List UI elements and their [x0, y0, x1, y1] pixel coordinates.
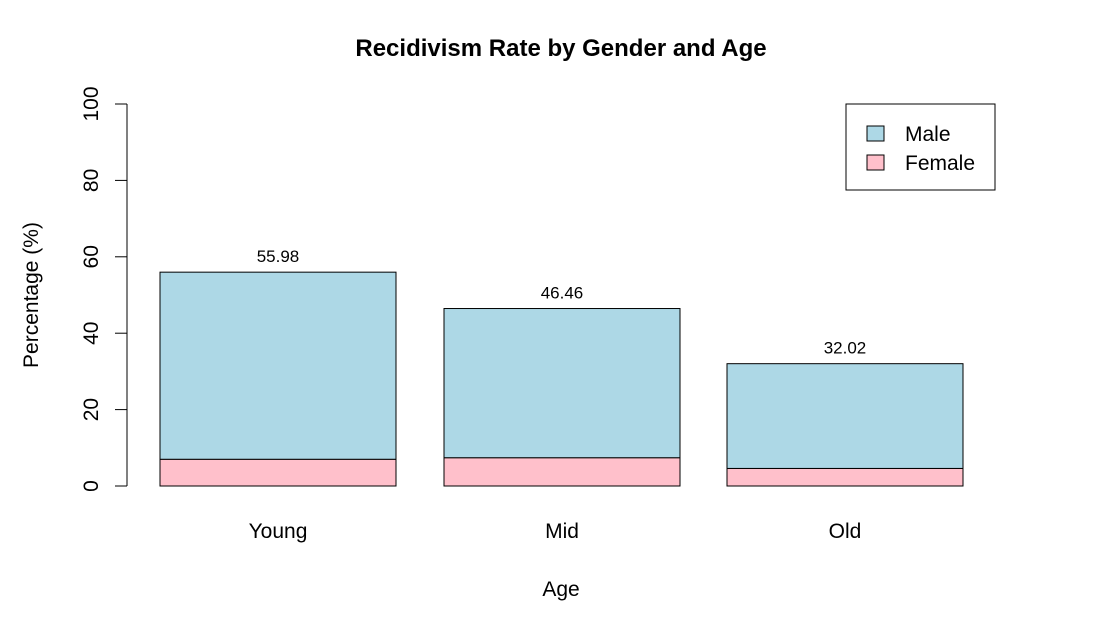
bar-total-label: 46.46: [541, 284, 584, 303]
legend-label-female: Female: [905, 152, 975, 175]
bar-female-mid: [443, 457, 681, 487]
y-axis: 0 20 40 60 80 100: [80, 86, 128, 492]
x-axis-title: Age: [542, 578, 579, 601]
y-axis-title: Percentage (%): [20, 222, 43, 368]
value-labels: 55.98 46.46 32.02: [257, 247, 867, 358]
legend-label-male: Male: [905, 123, 951, 146]
bar-male-young: [159, 271, 397, 460]
legend-swatch-female: [866, 154, 885, 171]
y-tick-label: 80: [80, 169, 103, 192]
bar-male-old: [726, 363, 964, 469]
bars: [159, 271, 964, 487]
y-tick-label: 100: [80, 86, 103, 121]
y-tick-label: 0: [80, 480, 103, 492]
legend-box: [845, 103, 996, 191]
y-tick-label: 20: [80, 398, 103, 421]
bar-female-young: [159, 458, 397, 487]
x-tick-label: Young: [249, 520, 308, 543]
y-tick-label: 60: [80, 245, 103, 268]
x-tick-label: Mid: [545, 520, 579, 543]
x-axis-labels: Young Mid Old: [249, 520, 862, 543]
legend-swatch-male: [866, 125, 885, 142]
legend: Male Female: [845, 103, 996, 191]
x-tick-label: Old: [829, 520, 862, 543]
bar-male-mid: [443, 308, 681, 459]
bar-female-old: [726, 467, 964, 487]
chart-title: Recidivism Rate by Gender and Age: [355, 35, 766, 62]
y-tick-label: 40: [80, 322, 103, 345]
bar-total-label: 32.02: [824, 339, 867, 358]
bar-total-label: 55.98: [257, 247, 300, 266]
